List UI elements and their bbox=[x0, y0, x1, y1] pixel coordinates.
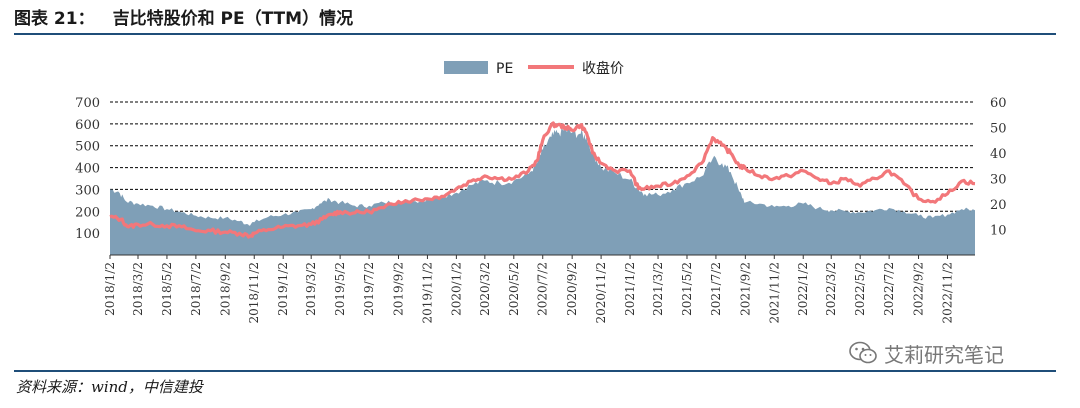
legend-pe-swatch bbox=[444, 61, 488, 74]
left-tick-label: 700 bbox=[75, 96, 100, 111]
source-note: 资料来源：wind，中信建投 bbox=[16, 378, 203, 396]
legend-price-label: 收盘价 bbox=[582, 60, 624, 77]
x-tick-label: 2022/1/2 bbox=[796, 262, 810, 316]
x-tick-label: 2018/3/2 bbox=[131, 262, 145, 316]
x-tick-label: 2022/11/2 bbox=[941, 262, 955, 324]
x-tick-label: 2019/1/2 bbox=[276, 262, 290, 316]
x-tick-label: 2020/3/2 bbox=[478, 262, 492, 316]
chart: 100 200 300 400 500 600 700 10 20 30 40 50 60 2018/1/… bbox=[75, 60, 1007, 324]
x-tick-label: 2018/7/2 bbox=[189, 262, 203, 316]
left-tick-label: 400 bbox=[75, 162, 100, 177]
x-tick-label: 2020/11/2 bbox=[594, 262, 608, 324]
x-tick-label: 2018/5/2 bbox=[160, 262, 174, 316]
top-rule bbox=[14, 33, 1056, 35]
x-tick-label: 2020/1/2 bbox=[449, 262, 463, 316]
x-tick-label: 2019/9/2 bbox=[392, 262, 406, 316]
right-tick-label: 50 bbox=[990, 122, 1007, 137]
x-tick-label: 2022/9/2 bbox=[912, 262, 926, 316]
x-tick-label: 2022/5/2 bbox=[853, 262, 867, 316]
left-tick-label: 300 bbox=[75, 183, 100, 198]
x-tick-label: 2019/5/2 bbox=[333, 262, 347, 316]
legend-pe-label: PE bbox=[496, 61, 513, 77]
x-tick-label: 2022/7/2 bbox=[882, 262, 896, 316]
figure-label: 图表 21： bbox=[14, 9, 95, 29]
watermark: 艾莉研究笔记 bbox=[848, 338, 1004, 368]
right-tick-label: 20 bbox=[990, 198, 1007, 213]
x-tick-label: 2020/7/2 bbox=[536, 262, 550, 316]
left-tick-label: 100 bbox=[75, 227, 100, 242]
x-tick-label: 2020/9/2 bbox=[565, 262, 579, 316]
x-tick-label: 2021/3/2 bbox=[651, 262, 665, 316]
wechat-icon bbox=[849, 341, 877, 364]
x-tick-label: 2021/5/2 bbox=[680, 262, 694, 316]
x-tick-label: 2019/3/2 bbox=[304, 262, 318, 316]
x-tick-label: 2022/3/2 bbox=[824, 262, 838, 316]
left-tick-label: 200 bbox=[75, 205, 100, 220]
x-tick-label: 2021/1/2 bbox=[623, 262, 637, 316]
right-tick-label: 60 bbox=[990, 96, 1007, 111]
x-tick-label: 2019/7/2 bbox=[362, 262, 376, 316]
x-tick-label: 2018/9/2 bbox=[218, 262, 232, 316]
x-tick-label: 2018/1/2 bbox=[103, 262, 117, 316]
watermark-text: 艾莉研究笔记 bbox=[884, 342, 1004, 367]
x-tick-label: 2021/7/2 bbox=[709, 262, 723, 316]
right-tick-label: 30 bbox=[990, 173, 1007, 188]
x-tick-label: 2021/11/2 bbox=[767, 262, 781, 324]
x-tick-label: 2020/5/2 bbox=[507, 262, 521, 316]
x-tick-label: 2021/9/2 bbox=[738, 262, 752, 316]
left-tick-label: 500 bbox=[75, 140, 100, 155]
bottom-rule bbox=[14, 370, 1056, 372]
x-tick-label: 2018/11/2 bbox=[247, 262, 261, 324]
right-tick-label: 40 bbox=[990, 147, 1007, 162]
figure-title: 图表 21： 吉比特股价和 PE（TTM）情况 bbox=[14, 4, 353, 29]
pe-area-series bbox=[110, 126, 975, 255]
price-line-series bbox=[109, 121, 976, 239]
right-tick-label: 10 bbox=[990, 224, 1007, 239]
figure-title-text: 吉比特股价和 PE（TTM）情况 bbox=[112, 9, 354, 29]
x-tick-label: 2019/11/2 bbox=[420, 262, 434, 324]
left-tick-label: 600 bbox=[75, 118, 100, 133]
